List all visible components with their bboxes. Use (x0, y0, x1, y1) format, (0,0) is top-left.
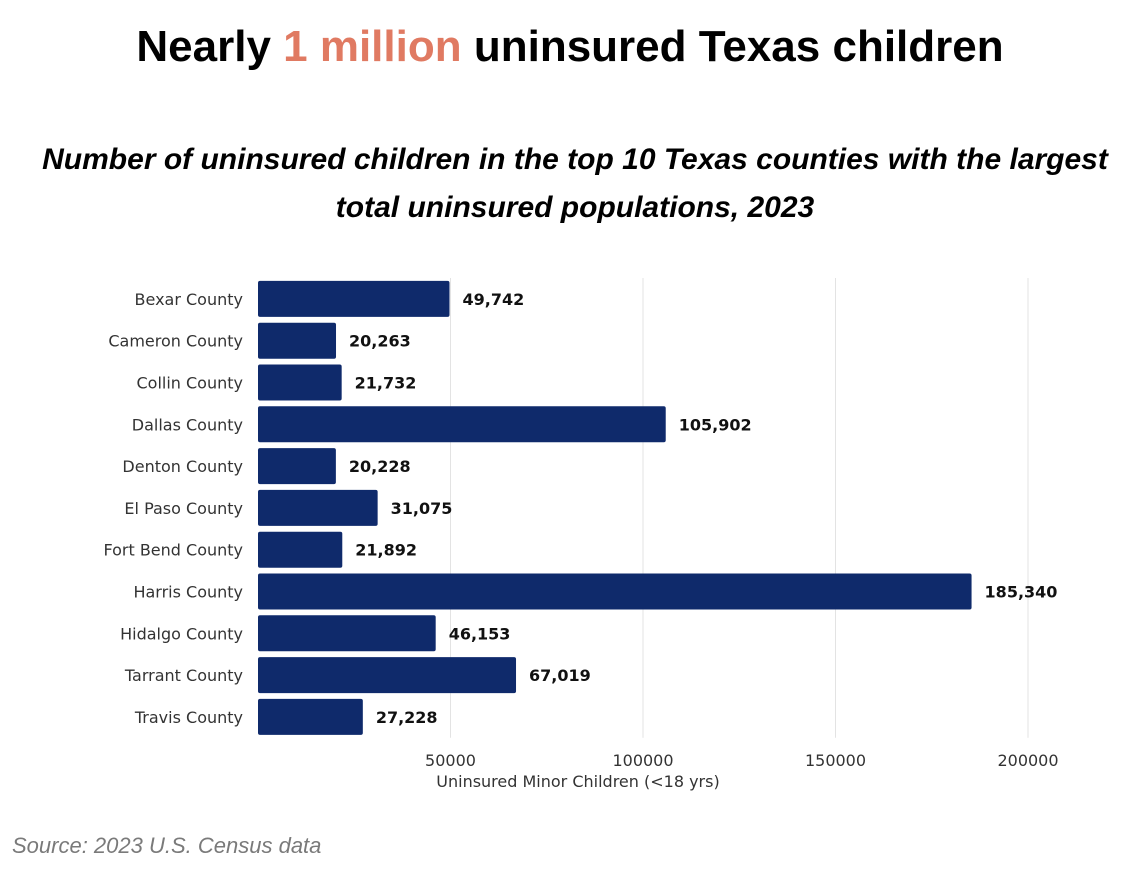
bar (258, 615, 436, 652)
value-label: 31,075 (391, 499, 453, 518)
x-tick-label: 100000 (612, 751, 673, 770)
bar (258, 406, 666, 443)
category-label: Tarrant County (124, 666, 243, 685)
bar-layer (258, 280, 972, 735)
bar (258, 280, 450, 317)
value-label: 27,228 (376, 708, 438, 727)
category-label: Denton County (122, 457, 243, 476)
x-axis-title: Uninsured Minor Children (<18 yrs) (436, 772, 719, 791)
headline-suffix: uninsured Texas children (461, 22, 1004, 71)
value-label: 46,153 (449, 624, 511, 643)
bar (258, 573, 972, 610)
category-label: Harris County (133, 583, 243, 602)
category-label: El Paso County (124, 499, 243, 518)
bar (258, 489, 378, 526)
headline-prefix: Nearly (136, 22, 284, 71)
label-layer: 50000 100000 150000 200000 Bexar County 49,74… (103, 290, 1058, 770)
category-label: Collin County (136, 374, 243, 393)
headline-highlight: 1 million (283, 22, 462, 71)
value-label: 20,263 (349, 332, 411, 351)
bar (258, 657, 517, 694)
value-label: 185,340 (985, 583, 1058, 602)
value-label: 21,892 (355, 541, 417, 560)
x-tick-label: 50000 (425, 751, 476, 770)
source-note: Source: 2023 U.S. Census data (12, 833, 322, 858)
chart-title: Number of uninsured children in the top … (42, 143, 1108, 224)
value-label: 20,228 (349, 457, 411, 476)
value-label: 105,902 (679, 415, 752, 434)
bar-chart: 50000 100000 150000 200000 Bexar County 49,74… (103, 278, 1059, 791)
x-tick-label: 150000 (805, 751, 866, 770)
category-label: Travis County (134, 708, 243, 727)
value-label: 67,019 (529, 666, 591, 685)
bar (258, 322, 337, 359)
bar (258, 531, 343, 568)
bar (258, 364, 342, 401)
bar (258, 448, 336, 485)
category-label: Hidalgo County (120, 624, 243, 643)
category-label: Cameron County (108, 332, 243, 351)
category-label: Bexar County (135, 290, 243, 309)
bar (258, 698, 363, 735)
value-label: 49,742 (463, 290, 525, 309)
x-tick-label: 200000 (997, 751, 1058, 770)
category-label: Dallas County (132, 415, 243, 434)
headline: Nearly 1 million uninsured Texas childre… (0, 22, 1140, 72)
category-label: Fort Bend County (103, 541, 243, 560)
value-label: 21,732 (355, 374, 417, 393)
